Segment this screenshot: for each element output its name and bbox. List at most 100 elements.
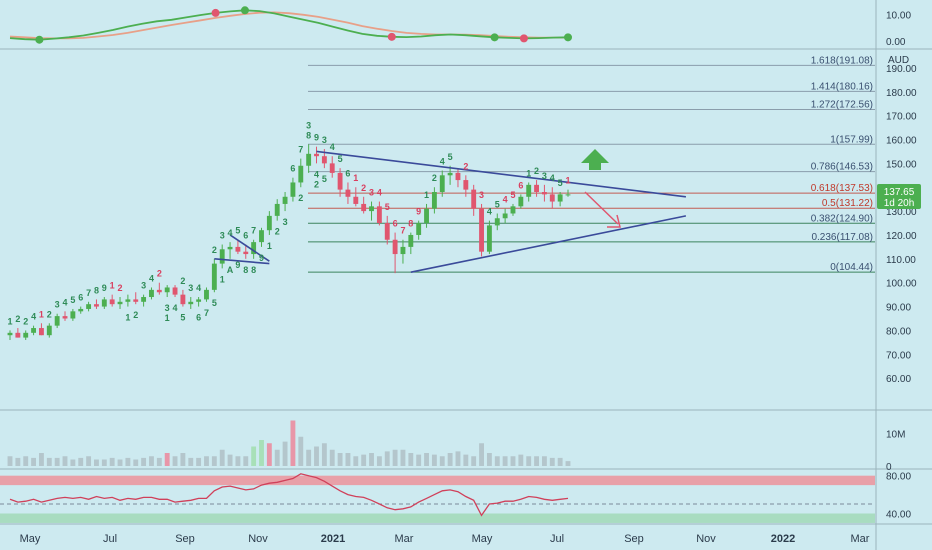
volume-bar bbox=[447, 453, 453, 466]
candle-body bbox=[314, 153, 319, 157]
td-count-label: 1 bbox=[110, 281, 115, 291]
candle-body bbox=[243, 251, 249, 255]
volume-panel bbox=[0, 412, 875, 468]
volume-bar bbox=[306, 449, 312, 466]
volume-bar bbox=[188, 457, 194, 466]
volume-bar bbox=[274, 449, 280, 466]
td-count-label: 2 bbox=[432, 173, 437, 183]
price-axis[interactable]: 60.00 70.00 80.00 90.00 100.00 110.00 120.00 13… bbox=[886, 11, 917, 521]
candle-body bbox=[494, 218, 500, 226]
candle-body bbox=[141, 297, 147, 302]
panel-backgrounds bbox=[0, 0, 875, 522]
oscillator-cross-dot bbox=[211, 8, 220, 17]
time-axis-label: Mar bbox=[395, 533, 414, 545]
td-count-label: 4 bbox=[228, 228, 233, 238]
candle-body bbox=[424, 208, 429, 224]
td-count-label: 5 bbox=[70, 295, 75, 305]
td-count-label: 9 bbox=[259, 253, 264, 263]
volume-bar bbox=[510, 456, 516, 466]
trendline bbox=[316, 150, 686, 198]
volume-bar bbox=[526, 456, 532, 466]
time-axis-label: Sep bbox=[175, 533, 195, 545]
volume-bar bbox=[471, 456, 477, 466]
candle-body bbox=[31, 328, 37, 333]
td-count-label: 4 bbox=[173, 303, 178, 313]
fib-level-label: 0.618(137.53) bbox=[811, 183, 873, 194]
volume-bar bbox=[518, 454, 524, 466]
volume-bar bbox=[117, 459, 123, 466]
price-axis-unit: AUD bbox=[888, 55, 909, 66]
candle-body bbox=[502, 213, 508, 219]
volume-bar bbox=[39, 453, 44, 466]
up-arrow-icon bbox=[581, 149, 609, 170]
fib-level-label: 1.272(172.56) bbox=[811, 100, 873, 111]
td-count-label: 4 bbox=[440, 157, 445, 167]
oscillator-cross-dot bbox=[490, 33, 499, 42]
candle-body bbox=[117, 301, 123, 305]
rsi-overbought-band bbox=[0, 475, 875, 486]
td-count-label: 5 bbox=[322, 174, 327, 184]
volume-bar bbox=[541, 456, 547, 466]
td-count-label: 2 bbox=[463, 161, 468, 171]
rsi-line bbox=[9, 473, 569, 517]
td-count-label: 5 bbox=[558, 178, 563, 188]
time-axis-label: Nov bbox=[696, 533, 716, 545]
volume-bar bbox=[259, 440, 264, 466]
volume-bar bbox=[353, 456, 359, 466]
volume-bar bbox=[502, 456, 508, 466]
volume-bar bbox=[54, 457, 60, 466]
td-count-label: 4 bbox=[377, 188, 382, 198]
last-price-value: 137.65 bbox=[884, 187, 915, 198]
td-count-label: 6 bbox=[345, 168, 350, 178]
volume-bar bbox=[156, 457, 162, 466]
trendline bbox=[229, 234, 270, 262]
td-count-label: 2 bbox=[180, 276, 185, 286]
volume-bar bbox=[23, 456, 29, 466]
candle-body bbox=[361, 203, 367, 212]
fib-level-label: 0.786(146.53) bbox=[811, 162, 873, 173]
oscillator-cross-dot bbox=[240, 6, 249, 15]
volume-bar bbox=[534, 456, 539, 466]
volume-bar bbox=[321, 443, 327, 466]
td-count-label: 7 bbox=[251, 226, 256, 236]
candle-body bbox=[376, 206, 382, 224]
td-count-label: 3 bbox=[479, 190, 484, 200]
td-count-label: 5 bbox=[495, 199, 500, 209]
candle-body bbox=[39, 328, 44, 336]
td-count-label: A bbox=[227, 265, 234, 275]
volume-bar bbox=[133, 459, 139, 466]
volume-bar bbox=[557, 457, 563, 466]
candle-body bbox=[251, 242, 257, 255]
oscillator-panel bbox=[0, 0, 875, 48]
candle-body bbox=[321, 156, 327, 164]
oscillator-cross-dot bbox=[519, 34, 528, 43]
td-count-label: 3 bbox=[188, 283, 193, 293]
trendline bbox=[214, 258, 270, 265]
td-count-label: 3 bbox=[322, 135, 327, 145]
oscillator-tick-label: 10.00 bbox=[886, 11, 911, 22]
volume-bar bbox=[486, 453, 492, 466]
td-count-label: 2 bbox=[361, 183, 366, 193]
volume-bar bbox=[384, 451, 390, 466]
td-count-label: 5 bbox=[385, 202, 390, 212]
candle-body bbox=[172, 287, 178, 295]
candle-body bbox=[298, 165, 304, 183]
price-tick-label: 120.00 bbox=[886, 231, 917, 242]
candle-body bbox=[70, 311, 76, 319]
volume-bar bbox=[439, 456, 445, 466]
td-count-label: 1 bbox=[565, 176, 570, 186]
volume-bar bbox=[290, 420, 296, 466]
candle-body bbox=[329, 163, 335, 173]
candle-body bbox=[384, 223, 390, 240]
fib-level-label: 0.382(124.90) bbox=[811, 213, 873, 224]
candle-body bbox=[416, 223, 422, 235]
time-axis[interactable]: May Jul Sep Nov 2021 Mar May Jul Sep Nov 2022 Mar bbox=[20, 533, 870, 545]
td-count-label: 4 bbox=[63, 297, 68, 307]
volume-tick-label: 0 bbox=[886, 462, 892, 473]
candle-body bbox=[510, 206, 516, 214]
td-count-label: 2 bbox=[23, 316, 28, 326]
td-count-label: 6 bbox=[393, 219, 398, 229]
td-count-label: 2 bbox=[157, 269, 162, 279]
time-axis-label: Jul bbox=[550, 533, 564, 545]
